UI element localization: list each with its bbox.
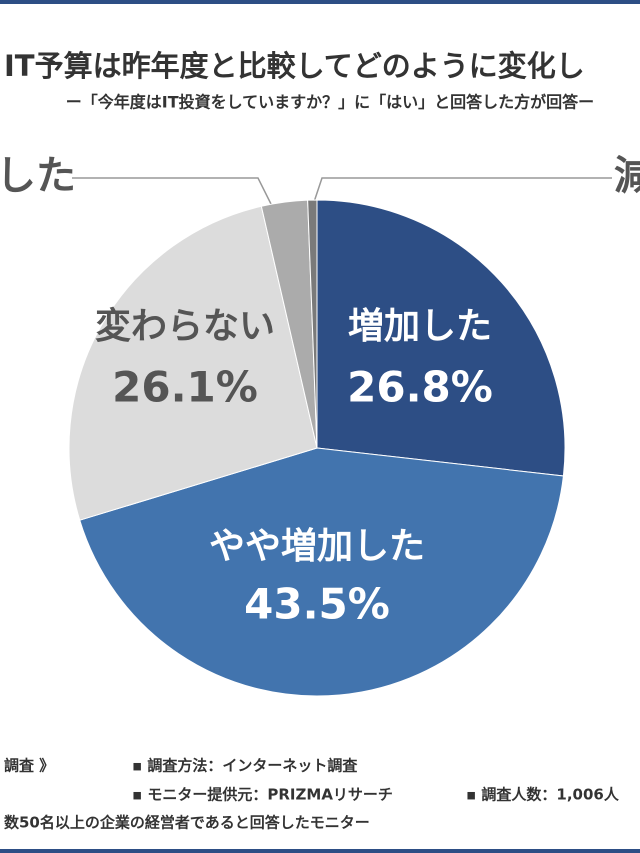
footer-text: ▪ 調査方法：インターネット調査 [132,757,358,775]
footer-text: ▪ 調査人数：1,006人 [466,786,620,804]
footer-text: 調査 》 [4,757,54,775]
slice-label: した [0,153,76,199]
top-border [0,0,640,4]
value-label: 26.1% [112,363,258,412]
slice-label: やや増加した [209,526,425,567]
pie-slice [79,447,564,697]
slice-label: 減 [614,153,640,199]
chart-title: IT予算は昨年度と比較してどのように変化し [4,49,585,83]
footer-text: ▪ モニター提供元：PRIZMAリサーチ [132,786,393,804]
pie-slice [316,199,566,477]
leader-line [312,177,612,206]
chart-subtitle: ー「今年度はIT投資をしていますか？」に「はい」と回答した方が回答ー [66,93,594,112]
pie-slice [307,199,318,449]
value-label: 26.8% [347,363,493,412]
value-label: 43.5% [244,580,390,629]
leader-line [72,177,273,207]
footer-text: 数50名以上の企業の経営者であると回答したモニター [4,814,370,832]
pie-slice [68,205,318,521]
slice-label: 変わらない [95,305,275,347]
slice-label: 増加した [348,306,492,347]
bottom-border [0,849,640,853]
